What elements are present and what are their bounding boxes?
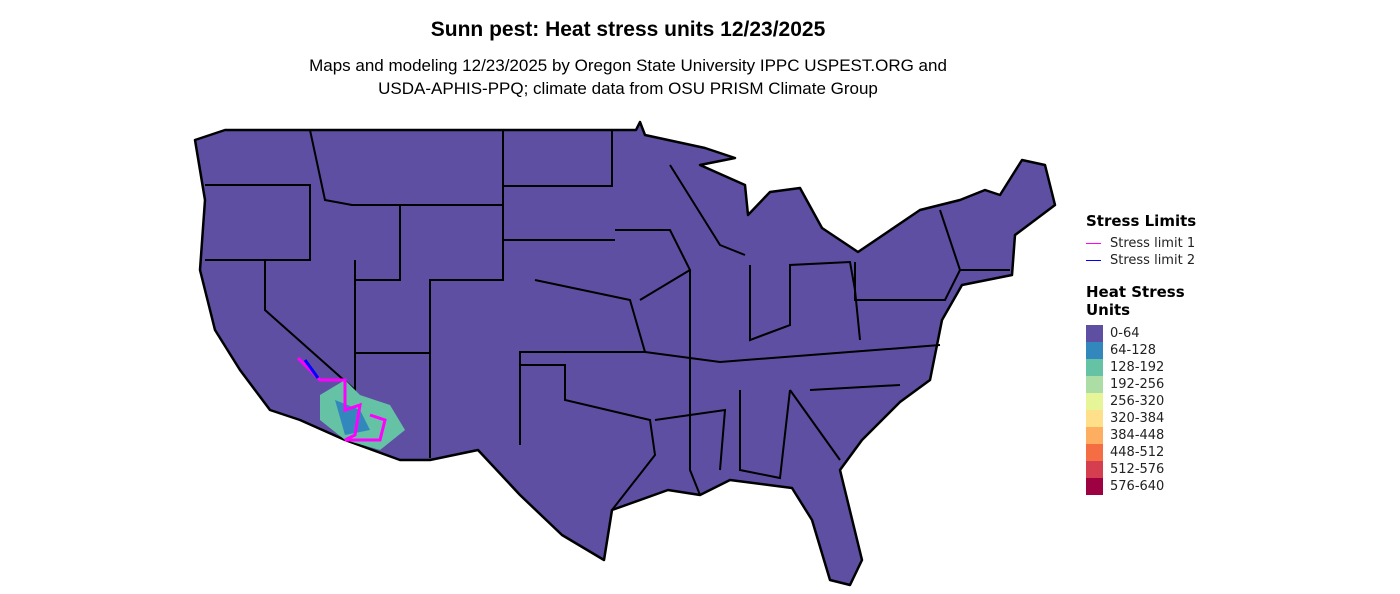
legend-item-heat-0-64: 0-64	[1086, 325, 1185, 342]
blue-line-icon	[1086, 260, 1101, 261]
legend-item-heat-64-128: 64-128	[1086, 342, 1185, 359]
legend-label: 448-512	[1110, 445, 1165, 460]
legend-item-heat-192-256: 192-256	[1086, 376, 1185, 393]
legend-label: 320-384	[1110, 411, 1165, 426]
legend-item-heat-256-320: 256-320	[1086, 393, 1185, 410]
color-swatch	[1086, 342, 1103, 359]
heat-stress-legend: Heat Stress Units 0-64 64-128 128-192 192-2…	[1086, 283, 1185, 495]
legend-item-heat-128-192: 128-192	[1086, 359, 1185, 376]
color-swatch	[1086, 325, 1103, 342]
stress-limit-2-contour	[303, 359, 320, 379]
color-swatch	[1086, 410, 1103, 427]
map-subtitle: Maps and modeling 12/23/2025 by Oregon S…	[0, 54, 1256, 100]
legend-label: 576-640	[1110, 479, 1165, 494]
stress-limit-1-contour	[296, 356, 387, 442]
legend-item-stress-limit-1: Stress limit 1	[1086, 235, 1196, 252]
heat-stress-area	[296, 356, 405, 450]
color-swatch	[1086, 444, 1103, 461]
subtitle-line-1: Maps and modeling 12/23/2025 by Oregon S…	[309, 56, 947, 75]
color-swatch	[1086, 427, 1103, 444]
legend-label: 64-128	[1110, 343, 1157, 358]
color-swatch	[1086, 478, 1103, 495]
legend-label: 192-256	[1110, 377, 1165, 392]
legend-item-heat-448-512: 448-512	[1086, 444, 1185, 461]
legend-label: 384-448	[1110, 428, 1165, 443]
legend-item-heat-576-640: 576-640	[1086, 478, 1185, 495]
legend-label: Stress limit 1	[1110, 236, 1196, 251]
stress-legend-title: Stress Limits	[1086, 212, 1197, 230]
map-title: Sunn pest: Heat stress units 12/23/2025	[430, 18, 826, 41]
stress-limits-legend: Stress Limits Stress limit 1 Stress limi…	[1086, 212, 1196, 269]
legend-label: Stress limit 2	[1110, 253, 1196, 268]
us-outline	[193, 120, 1057, 587]
legend-item-heat-320-384: 320-384	[1086, 410, 1185, 427]
magenta-line-icon	[1086, 243, 1101, 244]
legend-item-stress-limit-2: Stress limit 2	[1086, 252, 1196, 269]
subtitle-line-2: USDA-APHIS-PPQ; climate data from OSU PR…	[378, 79, 878, 98]
color-swatch	[1086, 393, 1103, 410]
color-swatch	[1086, 376, 1103, 393]
color-swatch	[1086, 461, 1103, 478]
legend-item-heat-512-576: 512-576	[1086, 461, 1185, 478]
legend-label: 256-320	[1110, 394, 1165, 409]
legend-label: 128-192	[1110, 360, 1165, 375]
legend-label: 0-64	[1110, 326, 1140, 341]
heat-legend-title: Heat Stress	[1086, 283, 1185, 301]
heat-legend-title-2: Units	[1086, 301, 1131, 319]
legend-item-heat-384-448: 384-448	[1086, 427, 1185, 444]
legend-label: 512-576	[1110, 462, 1165, 477]
color-swatch	[1086, 359, 1103, 376]
state-borders	[205, 129, 1010, 511]
